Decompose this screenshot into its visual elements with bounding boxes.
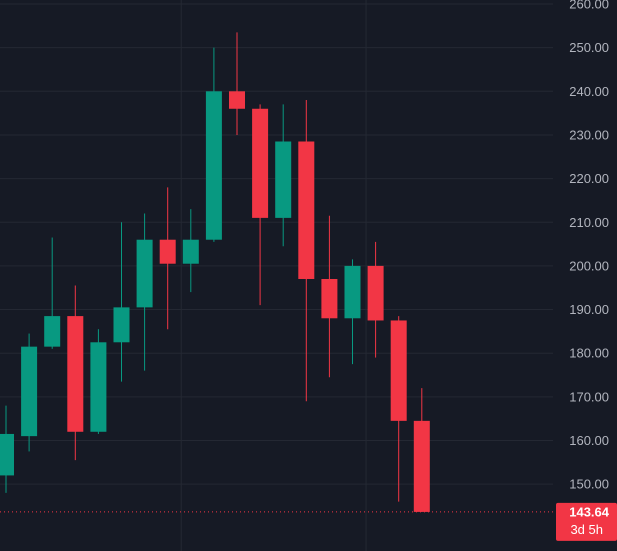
candles	[0, 32, 430, 512]
candle-body	[136, 239, 153, 308]
price-axis-label: 240.00	[569, 84, 609, 99]
price-axis-label: 190.00	[569, 302, 609, 317]
grid	[0, 0, 553, 551]
candle-up	[90, 329, 107, 434]
candle-body	[21, 346, 38, 437]
candle-body	[0, 433, 14, 476]
candle-down	[252, 104, 269, 306]
candle-up	[113, 222, 130, 382]
candle-down	[229, 32, 245, 135]
last-price-tag-background	[556, 502, 617, 541]
candle-body	[159, 239, 176, 264]
price-axis-label: 160.00	[569, 433, 609, 448]
candle-up	[44, 237, 61, 349]
candle-down	[298, 100, 315, 402]
price-axis-label: 200.00	[569, 258, 609, 273]
price-axis-label: 170.00	[569, 389, 609, 404]
candle-down	[67, 285, 84, 461]
candle-body	[321, 278, 338, 319]
candle-up	[136, 213, 153, 371]
candle-body	[113, 307, 130, 343]
last-price-label: 143.64	[569, 504, 610, 519]
candle-up	[182, 209, 199, 293]
candle-body	[205, 91, 222, 240]
candle-down	[413, 388, 430, 512]
price-axis-label: 220.00	[569, 171, 609, 186]
candle-down	[390, 316, 407, 502]
price-axis-label: 250.00	[569, 40, 609, 55]
price-axis-label: 150.00	[569, 477, 609, 492]
candle-body	[390, 320, 407, 421]
candle-body	[229, 91, 245, 109]
price-axis-label: 230.00	[569, 127, 609, 142]
candle-body	[367, 265, 384, 321]
last-price-tag: 143.64 3d 5h	[556, 502, 617, 541]
price-axis-label: 210.00	[569, 215, 609, 230]
candle-body	[90, 342, 107, 432]
candle-body	[275, 141, 292, 218]
price-axis-label: 180.00	[569, 346, 609, 361]
candle-down	[159, 187, 176, 330]
price-axis[interactable]: 260.00 250.00 240.00 230.00 220.00 210.00 200.…	[569, 0, 609, 492]
candle-body	[344, 265, 361, 319]
candle-up	[0, 405, 14, 493]
candle-up	[205, 47, 222, 242]
price-axis-label: 260.00	[569, 0, 609, 12]
candle-up	[344, 259, 361, 365]
bar-countdown-label: 3d 5h	[570, 522, 603, 537]
candle-body	[67, 316, 84, 432]
candle-body	[413, 420, 430, 512]
candle-up	[275, 104, 292, 247]
candle-body	[298, 141, 315, 279]
candle-up	[21, 333, 38, 452]
candle-body	[182, 239, 199, 264]
candle-body	[252, 108, 269, 218]
candle-down	[321, 215, 338, 378]
candle-down	[367, 241, 384, 358]
candle-body	[44, 316, 61, 347]
